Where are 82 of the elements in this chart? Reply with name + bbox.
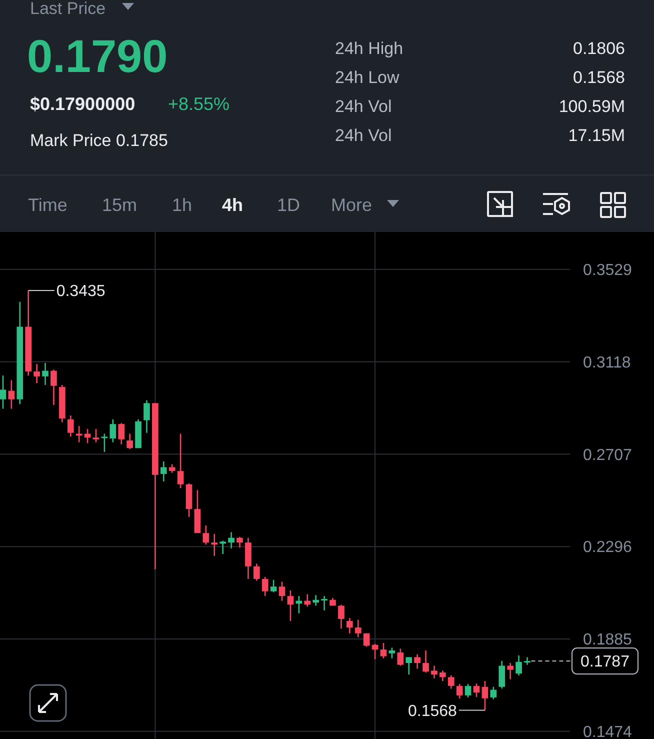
text: 0.1790	[27, 30, 168, 82]
text: 0.1806	[573, 39, 625, 58]
candlestick	[524, 656, 530, 666]
candlestick	[338, 604, 344, 630]
candlestick	[422, 650, 429, 674]
candlestick	[34, 363, 40, 384]
candlestick	[126, 433, 133, 450]
candlestick	[372, 643, 378, 660]
candlestick	[414, 654, 420, 670]
text: 24h Vol	[335, 97, 392, 116]
candlestick	[245, 537, 252, 580]
candlestick	[92, 428, 100, 443]
candlestick	[42, 362, 48, 386]
text: 0.1568	[573, 68, 625, 87]
candlestick	[110, 418, 116, 443]
candlestick	[202, 524, 210, 546]
text: $0.17900000	[30, 94, 136, 114]
candlestick	[482, 680, 488, 711]
text: Last Price	[30, 0, 106, 18]
candlestick	[253, 563, 260, 582]
y-tick-label: 0.2296	[583, 539, 632, 556]
candlestick	[287, 590, 294, 622]
candlestick	[312, 594, 320, 606]
candlestick	[84, 428, 91, 444]
candlestick	[473, 682, 480, 698]
text: 1h	[172, 195, 192, 215]
y-tick-label: 0.3118	[583, 354, 631, 372]
candlestick	[321, 595, 328, 612]
text: 4h	[222, 195, 244, 215]
text: More	[331, 195, 372, 215]
candlestick	[76, 425, 82, 443]
candlestick	[144, 400, 150, 434]
candlestick	[220, 540, 226, 555]
candlestick	[101, 433, 108, 453]
candlestick	[397, 648, 404, 666]
y-tick-label: 0.1885	[583, 632, 632, 649]
candlestick	[440, 670, 446, 682]
candlestick	[516, 654, 522, 676]
annotation: 0.3435	[56, 283, 106, 300]
candlestick	[431, 665, 438, 679]
candlestick	[456, 683, 463, 700]
candlestick	[498, 660, 506, 690]
text: 24h High	[335, 39, 404, 58]
candlestick	[8, 380, 15, 410]
candlestick	[363, 632, 370, 648]
text: 1D	[277, 195, 300, 215]
candlestick	[177, 433, 184, 489]
candlestick	[507, 662, 514, 680]
candlestick	[211, 533, 218, 557]
text: 15m	[102, 195, 138, 215]
candlestick	[0, 374, 6, 410]
annotation: 0.1568	[408, 702, 458, 720]
candlestick	[346, 617, 353, 634]
candlestick	[296, 595, 302, 614]
candlestick	[380, 642, 387, 659]
candlestick	[278, 580, 286, 602]
text: 24h Low	[335, 68, 400, 87]
y-tick-label: 0.2707	[583, 446, 632, 464]
candlestick	[490, 686, 497, 700]
candlestick	[160, 460, 167, 482]
candlestick	[50, 369, 57, 406]
y-tick-label: 0.1474	[583, 724, 632, 739]
candlestick	[448, 674, 454, 690]
text: 100.59M	[558, 97, 625, 116]
candlestick	[406, 656, 412, 676]
candlestick	[270, 579, 277, 593]
candlestick	[354, 619, 362, 638]
candlestick	[228, 532, 234, 550]
candlestick	[262, 576, 268, 597]
candlestick	[118, 422, 125, 445]
candlestick	[236, 536, 243, 548]
text: +8.55%	[168, 94, 230, 114]
candlestick	[67, 414, 74, 438]
text: Mark Price 0.1785	[30, 131, 168, 150]
candlestick	[304, 594, 311, 608]
text: 17.15M	[568, 126, 625, 145]
y-tick-label: 0.3529	[583, 262, 632, 279]
ref-line-label: 0.1787	[580, 654, 630, 671]
candlestick	[464, 683, 472, 698]
candlestick	[388, 647, 396, 659]
text: Time	[28, 195, 68, 215]
text: 24h Vol	[335, 126, 392, 145]
